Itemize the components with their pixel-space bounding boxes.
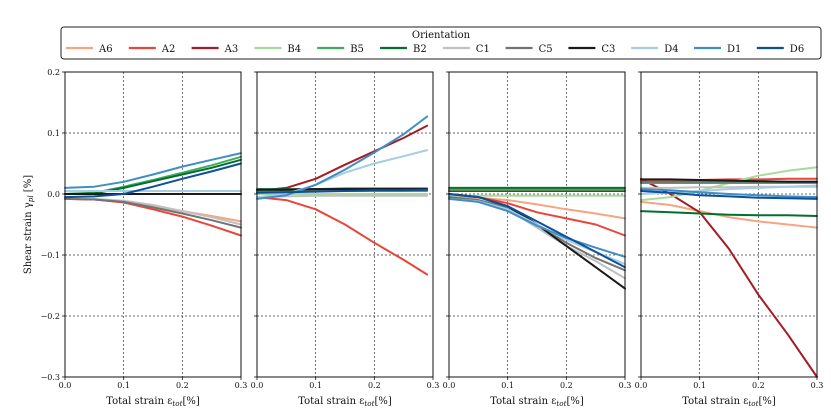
legend-entry-d6: D6 xyxy=(756,44,804,55)
series-d6-line xyxy=(640,190,818,200)
legend-entry-c3: C3 xyxy=(568,44,615,55)
x-tick-label: 0.0 xyxy=(251,381,264,390)
legend-box xyxy=(60,26,822,60)
y-tick-label: 0.1 xyxy=(47,129,60,138)
legend-label-d6: D6 xyxy=(790,44,804,55)
x-tick-label: 0.1 xyxy=(309,381,322,390)
series-d1-line xyxy=(448,197,626,258)
series-c5-line xyxy=(448,196,626,272)
legend-label-b5: B5 xyxy=(350,44,364,55)
legend-label-b2: B2 xyxy=(413,44,427,55)
plot-frame xyxy=(64,71,242,378)
y-tick-label: −0.2 xyxy=(41,312,60,321)
series-a2-line xyxy=(256,196,429,276)
legend-entry-a2: A2 xyxy=(128,44,176,55)
x-axis-label: Total strain εtot​[%] xyxy=(682,396,776,408)
legend-label-d1: D1 xyxy=(727,44,741,55)
legend-label-a2: A2 xyxy=(161,44,176,55)
series-a3-line xyxy=(256,124,429,192)
x-axis-label: Total strain εtot​[%] xyxy=(298,396,392,408)
series-d1-line xyxy=(64,152,242,189)
legend-entry-c1: C1 xyxy=(442,44,490,55)
legend-label-c1: C1 xyxy=(476,44,490,55)
x-tick-label: 0.3 xyxy=(811,381,824,390)
x-tick-label: 0.3 xyxy=(235,381,248,390)
series-c3-line xyxy=(448,193,626,290)
legend-entry-d1: D1 xyxy=(694,44,741,55)
legend-entry-b2: B2 xyxy=(380,44,427,55)
legend-entry-b5: B5 xyxy=(317,44,364,55)
legend-entry-a6: A6 xyxy=(66,44,113,55)
series-d6-line xyxy=(64,162,242,199)
panel-1: 0.0 0.1 0.2 0.3 Total strain εtot​[%] −0.3 −0.… xyxy=(23,68,247,408)
series-c1-line xyxy=(256,194,429,199)
legend-label-d4: D4 xyxy=(664,44,678,55)
legend-entry-b4: B4 xyxy=(254,44,301,55)
series-d6-line xyxy=(448,193,626,269)
series-d6-line xyxy=(256,188,429,194)
x-tick-label: 0.1 xyxy=(693,381,706,390)
x-tick-label: 0.2 xyxy=(752,381,765,390)
y-tick-label: −0.3 xyxy=(41,373,60,382)
series-d1-line xyxy=(256,115,429,200)
series-c3-line xyxy=(256,188,429,191)
series-c3-line xyxy=(640,178,818,183)
plot-frame xyxy=(448,71,626,378)
y-axis-label: Shear strain γpl​ [%] xyxy=(23,175,35,274)
legend-label-c3: C3 xyxy=(601,44,615,55)
x-tick-label: 0.1 xyxy=(501,381,514,390)
x-tick-label: 0.2 xyxy=(560,381,573,390)
x-tick-label: 0.0 xyxy=(59,381,72,390)
series-b2-line xyxy=(640,210,818,217)
x-tick-label: 0.1 xyxy=(117,381,130,390)
legend-label-a3: A3 xyxy=(224,44,239,55)
y-tick-label: 0.2 xyxy=(47,68,60,77)
x-tick-label: 0.2 xyxy=(176,381,189,390)
series-d4-line xyxy=(256,149,429,199)
plot-frame xyxy=(256,71,434,378)
legend-label-b4: B4 xyxy=(287,44,301,55)
legend: Orientation A6 A2 A3 B4 B5 B2 C1 C5 C3 D4 D1 D6 xyxy=(60,26,822,60)
series-d1-line xyxy=(640,188,818,199)
legend-title: Orientation xyxy=(412,30,471,41)
x-axis-label: Total strain εtot​[%] xyxy=(490,396,584,408)
series-c5-line xyxy=(64,197,242,229)
series-a6-line xyxy=(640,200,818,229)
legend-entry-c5: C5 xyxy=(505,44,553,55)
x-axis-label: Total strain εtot​[%] xyxy=(106,396,200,408)
x-tick-label: 0.3 xyxy=(427,381,440,390)
series-c1-line xyxy=(448,196,626,280)
x-tick-label: 0.3 xyxy=(619,381,632,390)
legend-label-c5: C5 xyxy=(539,44,553,55)
x-tick-label: 0.0 xyxy=(443,381,456,390)
x-tick-label: 0.0 xyxy=(635,381,648,390)
y-tick-label: −0.1 xyxy=(41,251,60,260)
panel-2: 0.0 0.1 0.2 0.3 Total strain εtot​[%] xyxy=(251,71,440,408)
panel-4: 0.0 0.1 0.2 0.3 Total strain εtot​[%] xyxy=(635,71,824,408)
y-tick-label: 0.0 xyxy=(47,190,60,199)
legend-entry-a3: A3 xyxy=(191,44,239,55)
series-a3-line xyxy=(640,177,818,378)
panel-3: 0.0 0.1 0.2 0.3 Total strain εtot​[%] xyxy=(443,71,632,408)
x-tick-label: 0.2 xyxy=(368,381,381,390)
plot-frame xyxy=(640,71,818,378)
legend-label-a6: A6 xyxy=(98,44,113,55)
legend-entry-d4: D4 xyxy=(631,44,679,55)
